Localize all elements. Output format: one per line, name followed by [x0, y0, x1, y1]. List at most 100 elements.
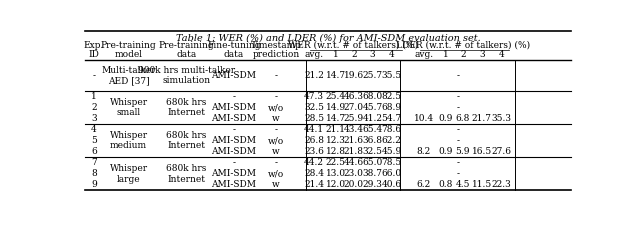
Text: 44.2: 44.2 — [304, 158, 324, 167]
Text: ID: ID — [88, 50, 99, 59]
Text: 65.0: 65.0 — [362, 158, 383, 167]
Text: 9: 9 — [91, 180, 97, 189]
Text: Whisper
small: Whisper small — [109, 98, 148, 117]
Text: 20.0: 20.0 — [344, 180, 364, 189]
Text: 66.0: 66.0 — [381, 169, 401, 178]
Text: 680k hrs
Internet: 680k hrs Internet — [166, 131, 207, 150]
Text: 65.4: 65.4 — [362, 125, 383, 134]
Text: 900k hrs multi-talker
simulation: 900k hrs multi-talker simulation — [138, 66, 236, 85]
Text: 11.5: 11.5 — [472, 180, 492, 189]
Text: 23.6: 23.6 — [304, 147, 324, 156]
Text: 10.4: 10.4 — [413, 114, 434, 123]
Text: -: - — [92, 71, 95, 80]
Text: AMI-SDM: AMI-SDM — [211, 71, 256, 80]
Text: 21.8: 21.8 — [344, 147, 364, 156]
Text: 25.9: 25.9 — [344, 114, 364, 123]
Text: 5: 5 — [91, 136, 97, 145]
Text: Whisper
medium: Whisper medium — [109, 131, 148, 150]
Text: 6.8: 6.8 — [456, 114, 470, 123]
Text: 45.9: 45.9 — [381, 147, 402, 156]
Text: 41.2: 41.2 — [363, 114, 383, 123]
Text: -: - — [232, 125, 236, 134]
Text: 16.5: 16.5 — [472, 147, 492, 156]
Text: 28.4: 28.4 — [304, 169, 324, 178]
Text: Whisper
large: Whisper large — [109, 164, 148, 184]
Text: -: - — [456, 125, 460, 134]
Text: 78.6: 78.6 — [381, 125, 401, 134]
Text: AMI-SDM: AMI-SDM — [211, 169, 256, 178]
Text: 1: 1 — [333, 50, 339, 59]
Text: 21.2: 21.2 — [304, 71, 324, 80]
Text: 3: 3 — [370, 50, 376, 59]
Text: avg.: avg. — [305, 50, 324, 59]
Text: 3: 3 — [91, 114, 97, 123]
Text: 2: 2 — [91, 103, 97, 112]
Text: -: - — [275, 158, 277, 167]
Text: 6.2: 6.2 — [417, 180, 431, 189]
Text: w: w — [272, 180, 280, 189]
Text: 21.1: 21.1 — [326, 125, 346, 134]
Text: 1: 1 — [91, 92, 97, 101]
Text: AMI-SDM: AMI-SDM — [211, 147, 256, 156]
Text: 19.6: 19.6 — [344, 71, 364, 80]
Text: Table 1: WER (%) and LDER (%) for AMI-SDM evaluation set.: Table 1: WER (%) and LDER (%) for AMI-SD… — [175, 33, 481, 43]
Text: 28.5: 28.5 — [304, 114, 324, 123]
Text: 21.4: 21.4 — [304, 180, 324, 189]
Text: 7: 7 — [91, 158, 97, 167]
Text: 12.0: 12.0 — [326, 180, 346, 189]
Text: -: - — [456, 136, 460, 145]
Text: 68.9: 68.9 — [381, 103, 401, 112]
Text: 14.9: 14.9 — [326, 103, 346, 112]
Text: 29.3: 29.3 — [363, 180, 383, 189]
Text: 25.4: 25.4 — [326, 92, 346, 101]
Text: 35.3: 35.3 — [492, 114, 511, 123]
Text: 680k hrs
Internet: 680k hrs Internet — [166, 164, 207, 184]
Text: 4.5: 4.5 — [456, 180, 470, 189]
Text: Multi-talker
AED [37]: Multi-talker AED [37] — [101, 66, 156, 85]
Text: 40.6: 40.6 — [381, 180, 401, 189]
Text: 14.7: 14.7 — [326, 71, 346, 80]
Text: prediction: prediction — [252, 50, 300, 59]
Text: 82.5: 82.5 — [381, 92, 401, 101]
Text: model: model — [115, 50, 143, 59]
Text: 22.5: 22.5 — [326, 158, 346, 167]
Text: 12.3: 12.3 — [326, 136, 346, 145]
Text: 4: 4 — [499, 50, 504, 59]
Text: 44.1: 44.1 — [304, 125, 324, 134]
Text: 47.3: 47.3 — [304, 92, 324, 101]
Text: 26.8: 26.8 — [304, 136, 324, 145]
Text: WER (w.r.t. # of talkers) (%): WER (w.r.t. # of talkers) (%) — [288, 41, 418, 50]
Text: w: w — [272, 147, 280, 156]
Text: 2: 2 — [460, 50, 466, 59]
Text: 0.8: 0.8 — [438, 180, 452, 189]
Text: -: - — [456, 169, 460, 178]
Text: 0.9: 0.9 — [438, 147, 452, 156]
Text: 4: 4 — [388, 50, 394, 59]
Text: Pre-training: Pre-training — [100, 41, 156, 50]
Text: Exp.: Exp. — [84, 41, 104, 50]
Text: 44.6: 44.6 — [344, 158, 364, 167]
Text: 12.8: 12.8 — [326, 147, 346, 156]
Text: 27.6: 27.6 — [492, 147, 511, 156]
Text: 62.2: 62.2 — [381, 136, 401, 145]
Text: 54.7: 54.7 — [381, 114, 402, 123]
Text: -: - — [275, 71, 277, 80]
Text: -: - — [456, 158, 460, 167]
Text: -: - — [456, 103, 460, 112]
Text: AMI-SDM: AMI-SDM — [211, 114, 256, 123]
Text: 2: 2 — [351, 50, 356, 59]
Text: 68.0: 68.0 — [363, 92, 383, 101]
Text: w/o: w/o — [268, 169, 284, 178]
Text: 5.9: 5.9 — [456, 147, 470, 156]
Text: 25.7: 25.7 — [363, 71, 383, 80]
Text: 45.7: 45.7 — [362, 103, 383, 112]
Text: w: w — [272, 114, 280, 123]
Text: 32.5: 32.5 — [304, 103, 324, 112]
Text: 0.9: 0.9 — [438, 114, 452, 123]
Text: 32.5: 32.5 — [363, 147, 383, 156]
Text: LDER (w.r.t. # of talkers) (%): LDER (w.r.t. # of talkers) (%) — [396, 41, 530, 50]
Text: w/o: w/o — [268, 103, 284, 112]
Text: 46.3: 46.3 — [344, 92, 364, 101]
Text: 14.7: 14.7 — [326, 114, 346, 123]
Text: AMI-SDM: AMI-SDM — [211, 136, 256, 145]
